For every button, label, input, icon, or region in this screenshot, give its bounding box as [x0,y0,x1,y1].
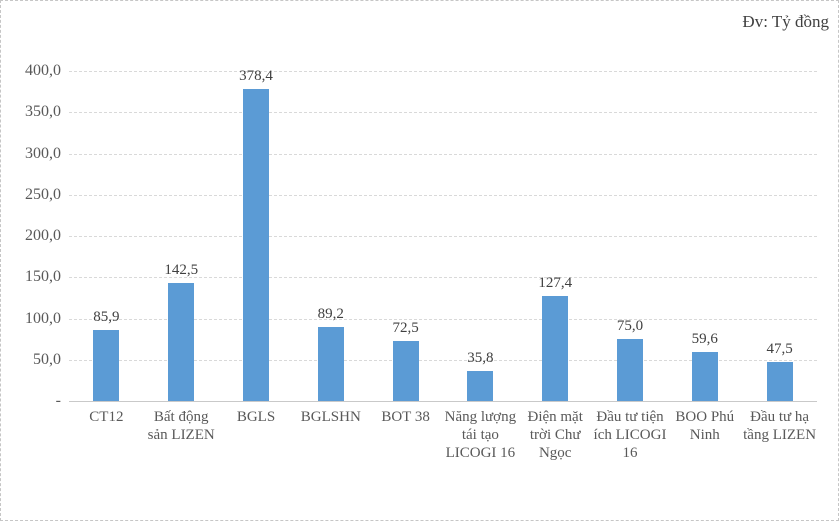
y-axis-tick-label: 100,0 [25,309,61,327]
bar-value-label: 59,6 [691,330,718,347]
category-label: Đầu tư tiện ích LICOGI 16 [593,409,667,461]
bar [542,295,569,401]
category-label: Điện mặt trời Chư Ngọc [527,409,583,461]
gridline [69,236,817,237]
bar [243,88,269,401]
y-axis-tick-label: 300,0 [25,144,61,162]
bar-value-label: 72,5 [392,320,419,337]
category-label: BGLSHN [300,409,361,425]
x-axis-line [69,401,817,402]
category-label: BOT 38 [381,409,430,425]
bar-value-label: 127,4 [538,274,573,291]
category-label: BOO Phú Ninh [675,409,735,443]
bar [467,371,494,401]
bar-value-label: 47,5 [766,340,793,357]
bar-value-label: 35,8 [467,350,494,367]
y-axis-tick-label: 150,0 [25,268,61,286]
category-label: Bất động sản LIZEN [147,409,215,443]
y-axis-tick-label: 200,0 [25,227,61,244]
gridline [69,359,817,361]
gridline [69,71,817,72]
category-label: Đầu tư hạ tầng LIZEN [743,409,817,443]
bar [766,361,793,401]
bar [168,283,195,401]
gridline [69,194,817,196]
bar [617,339,643,401]
bar-value-label: 89,2 [317,306,344,323]
category-label: Năng lượng tái tạo LICOGI 16 [444,409,517,461]
bar-value-label: 75,0 [616,318,644,335]
category-label: BGLS [236,409,276,425]
bar-value-label: 85,9 [93,309,120,326]
bar [93,330,120,401]
bar-value-label: 142,5 [164,262,199,279]
y-axis-tick-label: 250,0 [25,185,61,203]
bar [317,327,344,401]
gridline [69,318,817,320]
bar-value-label: 378,4 [239,67,273,84]
gridline [69,112,817,114]
bar [691,351,718,401]
category-label: CT12 [89,409,124,425]
chart-unit-label: Đv: Tỷ đồng [742,12,829,31]
plot-area: 85,9 142,5 378,4 89,2 72,5 35,8 127,4 75,0 59,6 4… [69,67,817,402]
bar [392,341,419,401]
y-axis-tick-label: 400,0 [25,62,61,79]
gridline [69,153,817,155]
y-axis-tick-label: 350,0 [25,103,61,121]
y-axis-tick-label: 50,0 [33,350,61,368]
gridline [69,277,817,279]
y-axis-tick-label: - [55,392,61,409]
